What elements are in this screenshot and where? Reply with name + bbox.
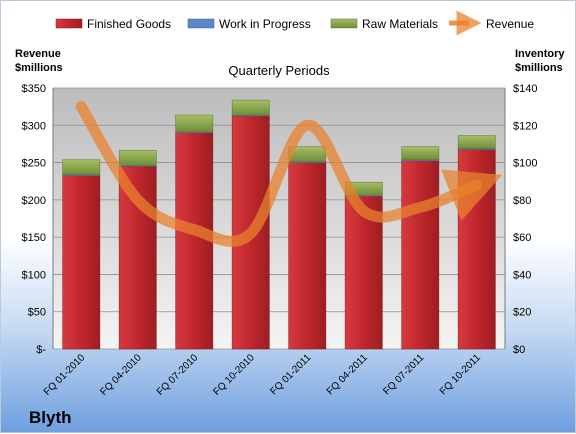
- bar-raw-materials: [119, 150, 156, 165]
- right-axis-ticks: $0 $20 $40 $60 $80 $100 $120 $140: [513, 83, 537, 356]
- right-tick-label: $120: [513, 120, 537, 132]
- company-name: Blyth: [29, 408, 72, 427]
- left-axis-ticks: $- $50 $100 $150 $200 $250 $300 $350: [22, 83, 47, 356]
- legend-swatch-raw-materials: [331, 19, 357, 28]
- x-category-label: FQ 04-2011: [325, 352, 370, 397]
- x-category-label: FQ 10-2010: [211, 352, 257, 398]
- x-category-label: FQ 10-2011: [438, 352, 483, 397]
- left-tick-label: $250: [22, 158, 46, 170]
- left-tick-label: $300: [22, 120, 46, 132]
- left-tick-label: $-: [36, 344, 46, 356]
- bar-raw-materials: [63, 160, 100, 175]
- right-tick-label: $80: [513, 195, 531, 207]
- x-category-label: FQ 01-2011: [268, 352, 313, 397]
- x-category-label: FQ 07-2011: [381, 352, 426, 397]
- chart-subtitle: Quarterly Periods: [228, 63, 330, 78]
- right-tick-label: $60: [513, 232, 531, 244]
- right-tick-label: $0: [513, 344, 525, 356]
- left-axis-title-line2: $millions: [15, 62, 63, 74]
- right-tick-label: $100: [513, 158, 537, 170]
- left-tick-label: $200: [22, 195, 46, 207]
- legend-label-revenue: Revenue: [486, 17, 534, 31]
- legend-label-work-in-progress: Work in Progress: [219, 17, 311, 31]
- legend-label-raw-materials: Raw Materials: [362, 17, 438, 31]
- legend-swatch-finished-goods: [56, 19, 82, 28]
- bar-finished-goods: [402, 161, 439, 349]
- right-axis-title-line1: Inventory: [515, 48, 565, 60]
- legend-label-finished-goods: Finished Goods: [87, 17, 171, 31]
- x-category-label: FQ 07-2010: [155, 352, 201, 398]
- bar-raw-materials: [176, 115, 213, 132]
- left-tick-label: $150: [22, 232, 46, 244]
- right-tick-label: $140: [513, 83, 537, 95]
- legend-swatch-work-in-progress: [188, 19, 214, 28]
- legend: Finished Goods Work in Progress Raw Mate…: [56, 17, 534, 31]
- left-tick-label: $350: [22, 83, 46, 95]
- bar-finished-goods: [63, 176, 100, 349]
- bar-raw-materials: [232, 100, 269, 115]
- left-tick-label: $50: [28, 307, 46, 319]
- right-tick-label: $40: [513, 269, 531, 281]
- bar-finished-goods: [176, 133, 213, 349]
- bar-raw-materials: [402, 147, 439, 160]
- x-category-label: FQ 04-2010: [98, 352, 144, 398]
- right-axis-title-line2: $millions: [515, 62, 563, 74]
- bar-finished-goods: [289, 163, 326, 349]
- bar-raw-materials: [458, 136, 495, 149]
- left-axis-title-line1: Revenue: [15, 48, 61, 60]
- right-tick-label: $20: [513, 307, 531, 319]
- left-tick-label: $100: [22, 269, 46, 281]
- x-category-label: FQ 01-2010: [42, 352, 88, 398]
